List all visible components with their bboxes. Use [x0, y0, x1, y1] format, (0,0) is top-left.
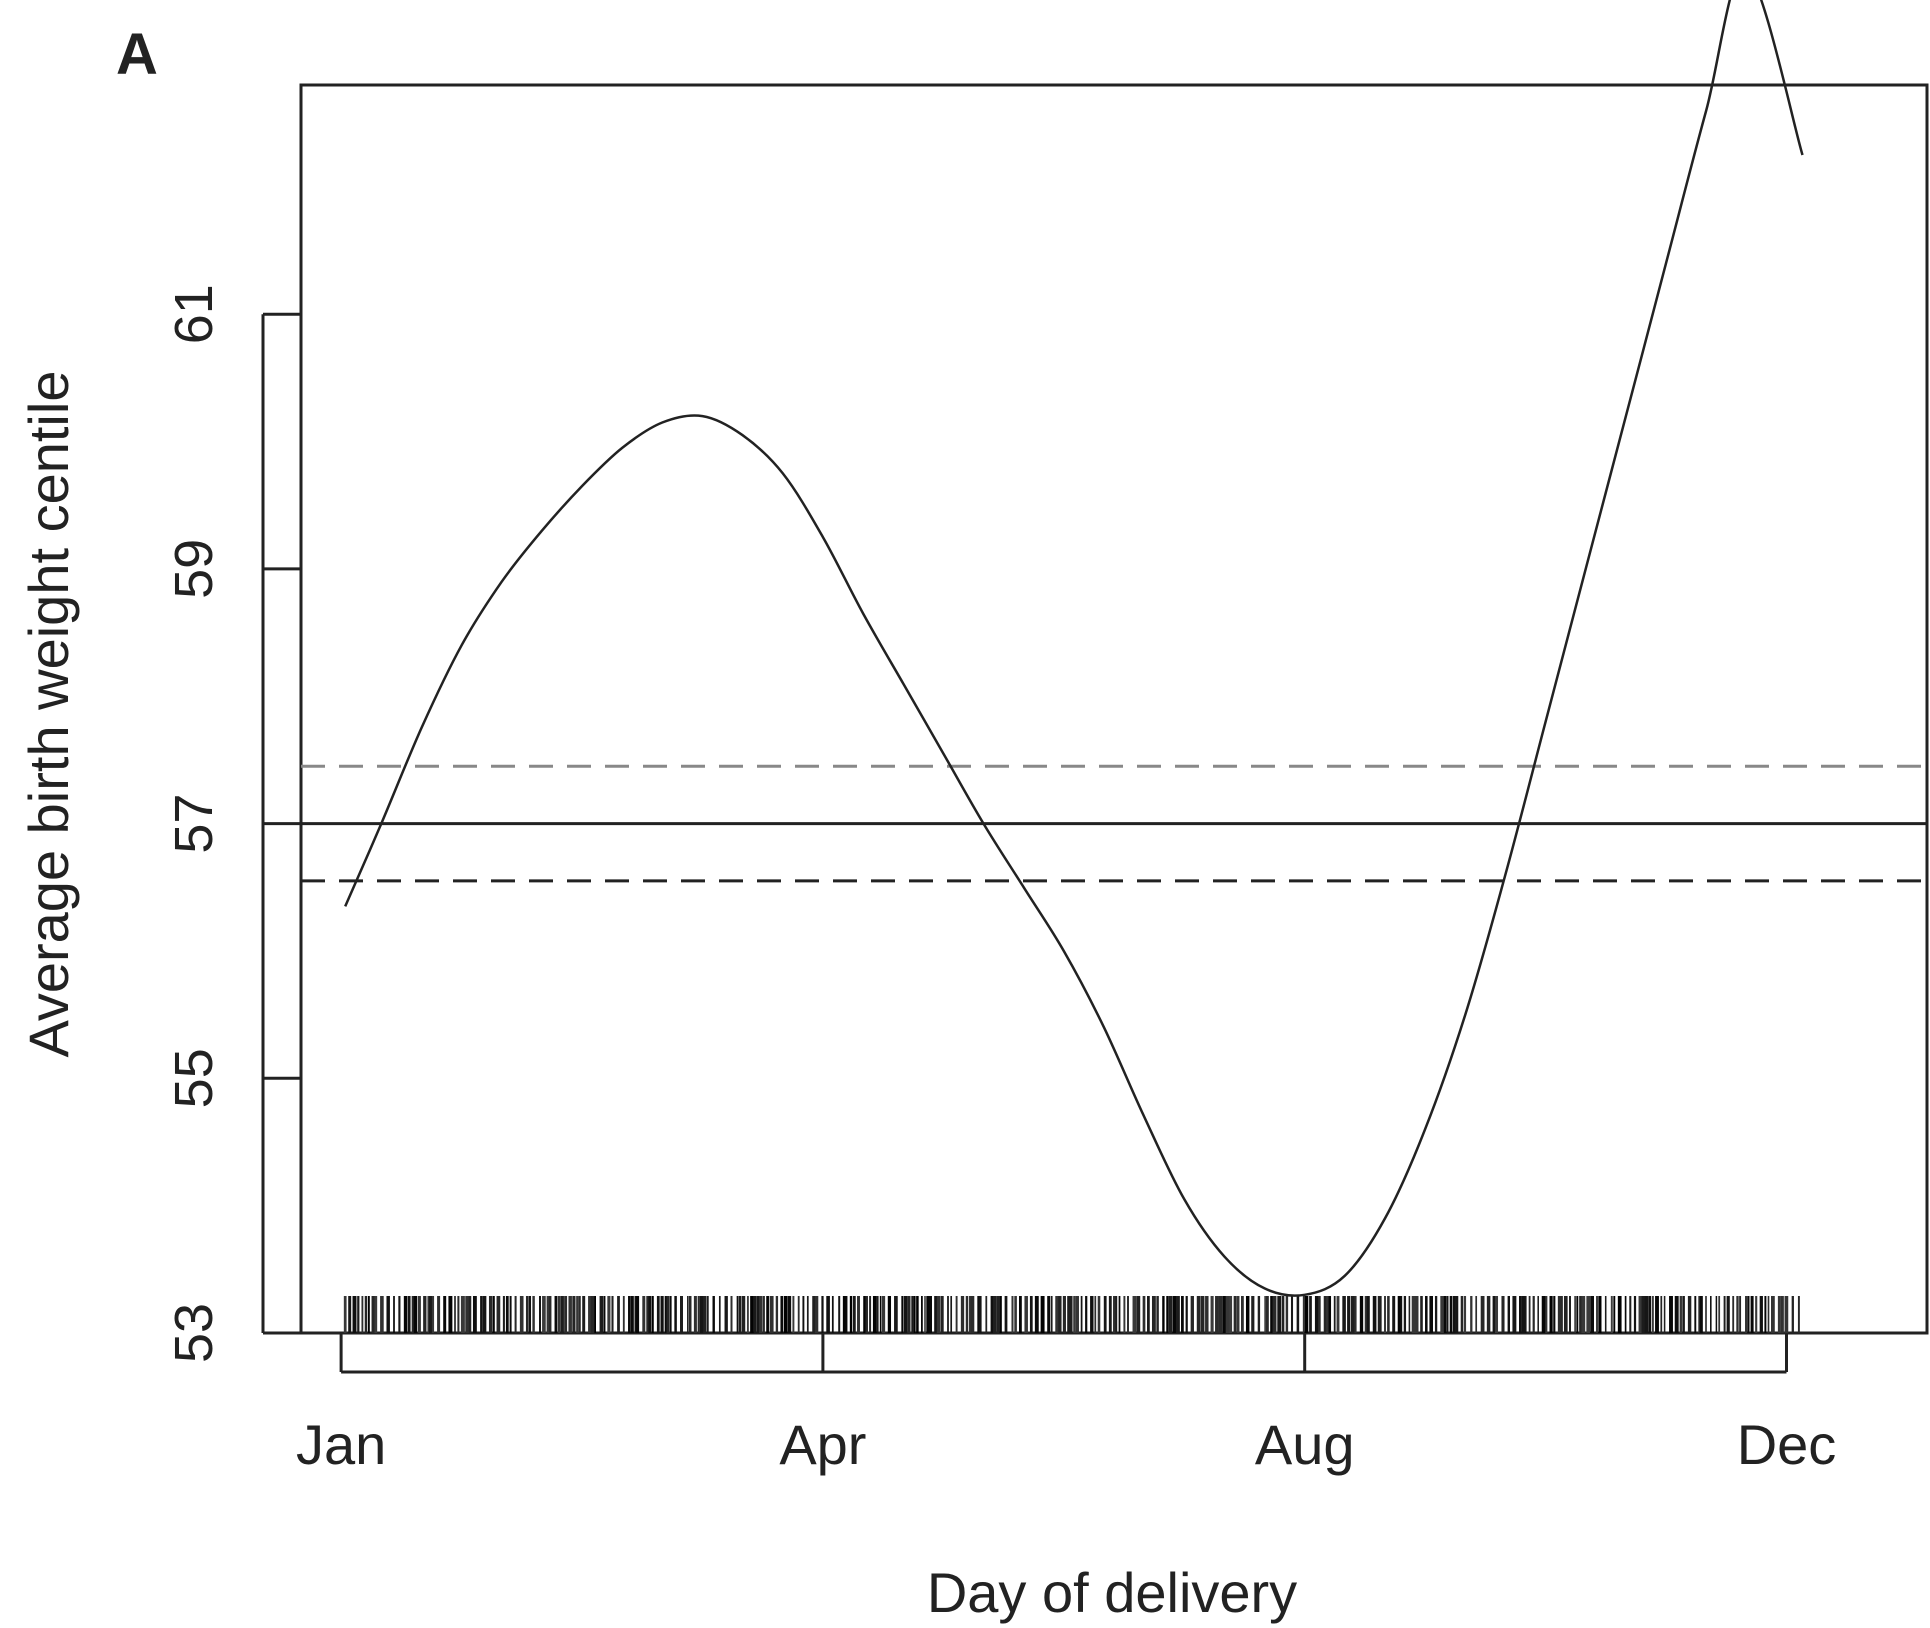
x-axis: Jan Apr Aug Dec [296, 1333, 1836, 1476]
rug [343, 1296, 1800, 1333]
x-tick-label: Jan [296, 1413, 386, 1476]
y-axis: 53 55 57 59 61 [164, 284, 301, 1363]
plot-frame [299, 83, 1929, 1335]
series-line [344, 0, 1804, 1297]
y-tick-label: 57 [164, 794, 224, 854]
reference-lines [301, 764, 1927, 883]
y-axis-label: Average birth weight centile [17, 371, 80, 1058]
y-tick-label: 59 [164, 539, 224, 599]
y-tick-label: 55 [164, 1048, 224, 1108]
x-axis-label: Day of delivery [927, 1561, 1297, 1624]
panel-label: A [116, 22, 158, 87]
series-layer [344, 0, 1804, 1297]
x-tick-label: Apr [779, 1413, 866, 1476]
y-tick-label: 61 [164, 284, 224, 344]
y-tick-label: 53 [164, 1303, 224, 1363]
x-tick-label: Aug [1255, 1413, 1355, 1476]
x-tick-label: Dec [1737, 1413, 1837, 1476]
